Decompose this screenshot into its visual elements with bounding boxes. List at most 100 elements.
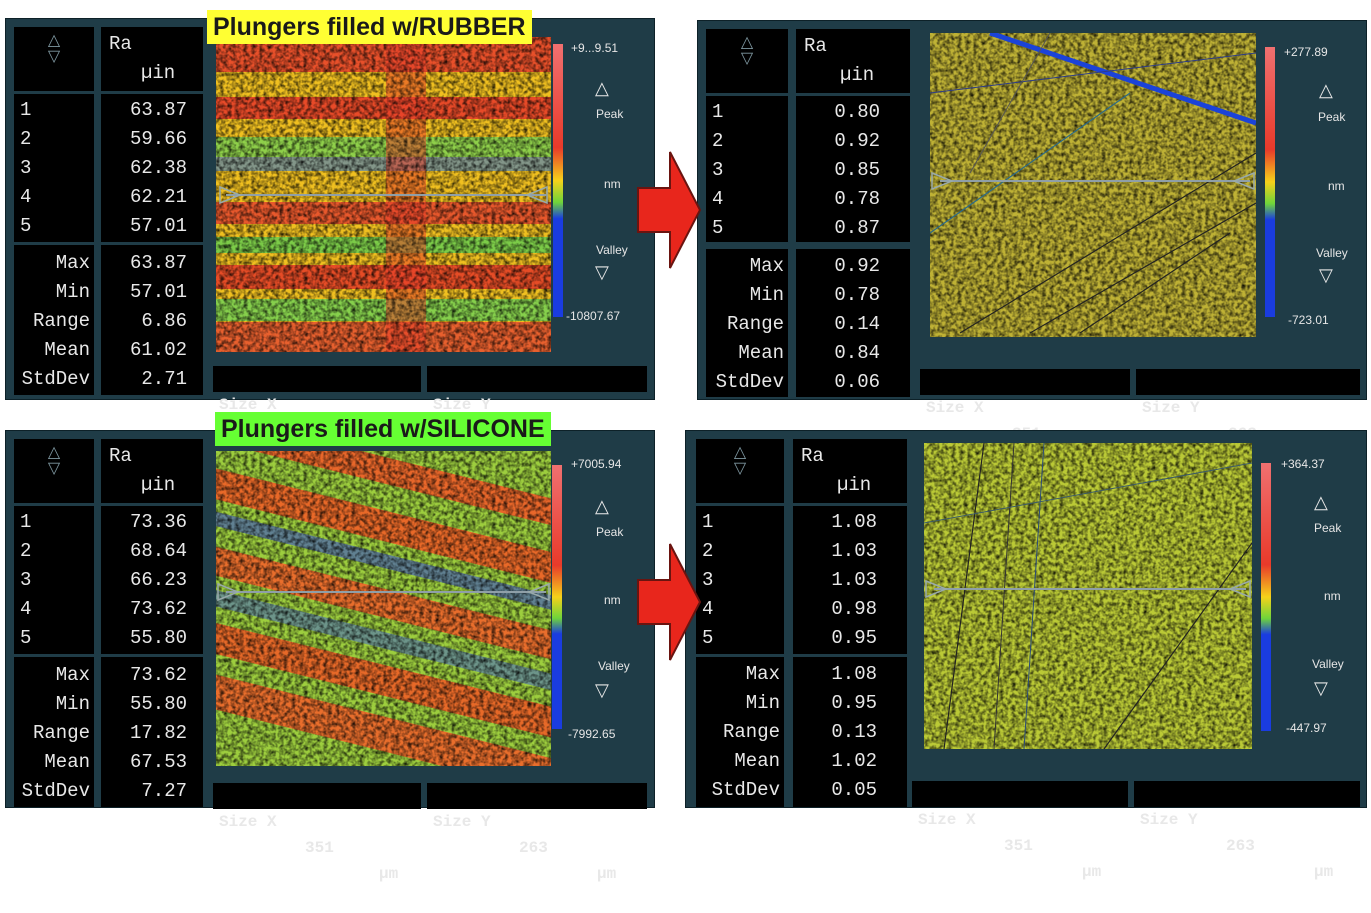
ra-value: 0.78	[834, 188, 880, 210]
valley-triangle-icon: ▽	[1314, 678, 1328, 698]
stat-label: Mean	[738, 342, 784, 364]
profilometer-panel-silicone-after: △ ▽ Ra µin 1 2 3 4 5 1.08 1.03 1.03 0.98 …	[685, 430, 1367, 881]
size-y-label: Size Y	[433, 813, 491, 831]
ra-value: 63.87	[129, 99, 187, 121]
stat-label: Range	[32, 310, 90, 332]
scroll-arrows-icon[interactable]: △ ▽	[733, 444, 747, 477]
row-label: 2	[702, 540, 714, 562]
surface-map-image[interactable]	[216, 451, 551, 766]
stat-label: Max	[749, 255, 784, 277]
stat-label: Range	[32, 722, 90, 744]
stat-value: 57.01	[129, 281, 187, 303]
size-y-field: Size Y 263 µm	[1136, 369, 1360, 469]
row-label: 1	[20, 511, 32, 533]
stat-value: 0.05	[831, 779, 877, 801]
valley-triangle-icon: ▽	[1319, 265, 1333, 285]
ra-value: 1.08	[831, 511, 877, 533]
size-y-field: Size Y 263 µm	[1134, 781, 1360, 881]
header-arrows-cell	[14, 27, 94, 91]
row-label: 3	[702, 569, 714, 591]
scroll-arrows-icon[interactable]: △ ▽	[740, 34, 754, 67]
scale-min-value: -447.97	[1286, 721, 1327, 735]
valley-label: Valley	[1316, 246, 1348, 260]
surface-map-image[interactable]	[924, 443, 1252, 749]
row-label: 1	[702, 511, 714, 533]
scale-min-value: -723.01	[1288, 313, 1329, 327]
row-label: 3	[712, 159, 724, 181]
stats-label-column: Max Min Range Mean StdDev	[14, 245, 94, 395]
size-y-label: Size Y	[1140, 811, 1198, 829]
profilometer-panel-rubber-after: △ ▽ Ra µin 1 2 3 4 5 0.80 0.92 0.85 0.78 …	[697, 20, 1367, 469]
size-x-field: Size X 351 µm	[213, 783, 421, 883]
row-label: 5	[712, 217, 724, 239]
scale-max-value: +9...9.51	[571, 41, 619, 55]
stat-label: Mean	[44, 751, 90, 773]
color-scale-bar	[1261, 463, 1271, 731]
comparison-arrow-icon	[636, 148, 702, 277]
scale-max-value: +277.89	[1284, 45, 1328, 59]
size-y-label: Size Y	[433, 396, 491, 414]
row-label: 5	[20, 215, 32, 237]
row-label: 2	[20, 128, 32, 150]
stat-label: StdDev	[715, 371, 784, 393]
size-x-value: 351	[1004, 837, 1033, 855]
color-scale-bar	[553, 44, 563, 317]
ra-value: 1.03	[831, 540, 877, 562]
size-y-label: Size Y	[1142, 399, 1200, 417]
scale-max-value: +364.37	[1281, 457, 1325, 471]
stat-label: Min	[749, 284, 784, 306]
size-x-label: Size X	[219, 396, 277, 414]
ra-value: 73.62	[129, 598, 187, 620]
stat-label: Max	[745, 663, 780, 685]
size-y-unit: µm	[597, 865, 617, 883]
row-label: 4	[20, 186, 32, 208]
stat-value: 1.02	[831, 750, 877, 772]
peak-triangle-icon: △	[595, 78, 609, 98]
size-x-label: Size X	[918, 811, 976, 829]
ra-values-column: 0.80 0.92 0.85 0.78 0.87	[796, 96, 910, 242]
stat-value: 6.86	[141, 310, 187, 332]
stats-label-column: Max Min Range Mean StdDev	[706, 249, 788, 397]
ra-values-column: 73.36 68.64 66.23 73.62 55.80	[101, 506, 203, 654]
surface-map-image[interactable]	[216, 37, 551, 352]
valley-label: Valley	[598, 659, 630, 673]
ra-value: 68.64	[129, 540, 187, 562]
ra-value: 62.21	[129, 186, 187, 208]
scroll-arrows-icon[interactable]: △ ▽	[47, 444, 61, 477]
scale-unit: nm	[1328, 179, 1345, 193]
size-x-unit: µm	[379, 865, 399, 883]
row-label: 5	[702, 627, 714, 649]
stats-value-column: 73.62 55.80 17.82 67.53 7.27	[101, 657, 203, 807]
stat-label: Range	[722, 721, 780, 743]
size-y-field: Size Y 263 µm	[427, 366, 647, 466]
scroll-arrows-icon[interactable]: △ ▽	[47, 32, 61, 65]
ra-value: 0.80	[834, 101, 880, 123]
ra-value: 66.23	[129, 569, 187, 591]
ra-value: 57.01	[129, 215, 187, 237]
stat-value: 61.02	[129, 339, 187, 361]
stat-label: Max	[55, 252, 90, 274]
row-label: 1	[712, 101, 724, 123]
valley-label: Valley	[1312, 657, 1344, 671]
ra-header: Ra µin	[101, 439, 203, 503]
color-scale-bar	[1265, 47, 1275, 317]
rubber-title: Plungers filled w/RUBBER	[207, 10, 532, 44]
ra-label: Ra	[801, 445, 824, 467]
ra-values-column: 1.08 1.03 1.03 0.98 0.95	[793, 506, 907, 654]
header-arrows-cell	[706, 29, 788, 93]
stat-value: 0.84	[834, 342, 880, 364]
size-x-field: Size X 351 µm	[912, 781, 1128, 881]
row-label: 2	[20, 540, 32, 562]
ra-value: 0.95	[831, 627, 877, 649]
size-y-field: Size Y 263 µm	[427, 783, 647, 883]
surface-map-image[interactable]	[930, 33, 1256, 337]
ra-value: 0.92	[834, 130, 880, 152]
stat-value: 0.13	[831, 721, 877, 743]
peak-label: Peak	[596, 525, 624, 539]
ra-unit: µin	[837, 474, 872, 496]
stats-value-column: 0.92 0.78 0.14 0.84 0.06	[796, 249, 910, 397]
ra-header: Ra µin	[793, 439, 907, 503]
stat-value: 0.78	[834, 284, 880, 306]
stat-label: Mean	[44, 339, 90, 361]
ra-label: Ra	[109, 445, 132, 467]
